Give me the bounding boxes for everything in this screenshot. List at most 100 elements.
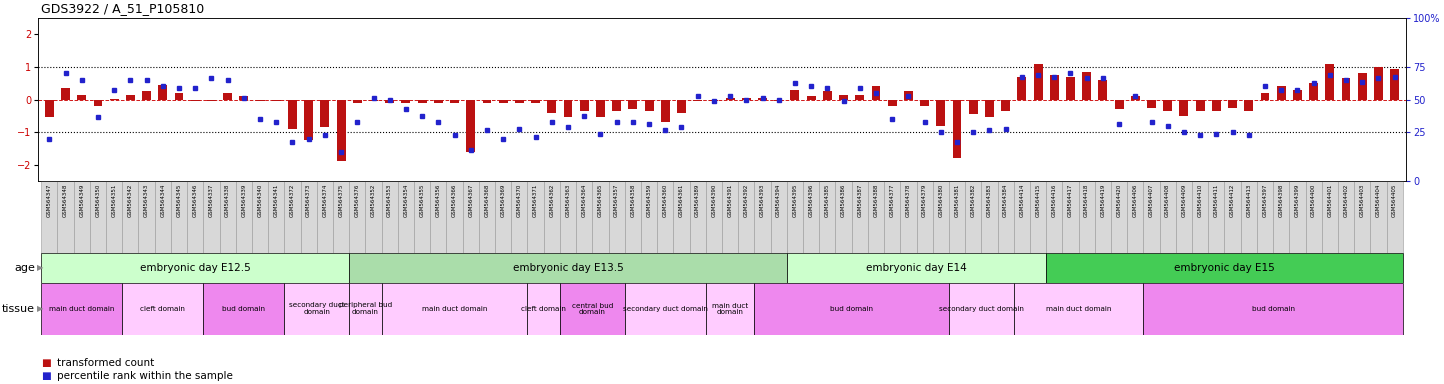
Text: GSM564420: GSM564420	[1116, 184, 1122, 217]
Bar	[170, 181, 188, 253]
Text: main duct domain: main duct domain	[49, 306, 114, 312]
Text: GSM564371: GSM564371	[533, 184, 539, 217]
Bar	[888, 99, 897, 106]
Bar	[381, 181, 399, 253]
Bar	[787, 253, 1045, 283]
Bar	[1131, 96, 1139, 99]
Bar	[219, 181, 235, 253]
Bar	[1164, 99, 1173, 111]
Text: cleft domain: cleft domain	[140, 306, 185, 312]
Bar	[657, 181, 673, 253]
Text: GSM564377: GSM564377	[890, 184, 895, 217]
Bar	[1175, 181, 1193, 253]
Bar	[1110, 181, 1128, 253]
Bar	[123, 181, 139, 253]
Text: GSM564379: GSM564379	[923, 184, 927, 217]
Text: GSM564346: GSM564346	[192, 184, 198, 217]
Text: GSM564406: GSM564406	[1132, 184, 1138, 217]
Text: GSM564392: GSM564392	[744, 184, 749, 217]
Bar	[1014, 283, 1144, 335]
Bar	[45, 99, 53, 118]
Text: GSM564368: GSM564368	[485, 184, 490, 217]
Bar	[284, 283, 349, 335]
Text: GSM564367: GSM564367	[468, 184, 474, 217]
Bar	[706, 283, 754, 335]
Bar	[466, 99, 475, 152]
Bar	[852, 181, 868, 253]
Bar	[709, 99, 718, 101]
Bar	[771, 181, 787, 253]
Text: GSM564352: GSM564352	[371, 184, 375, 217]
Bar	[516, 99, 524, 103]
Bar	[123, 283, 204, 335]
Bar	[1227, 99, 1238, 108]
Text: GSM564372: GSM564372	[290, 184, 295, 217]
Bar	[1339, 181, 1354, 253]
Text: main duct domain: main duct domain	[422, 306, 487, 312]
Text: GSM564402: GSM564402	[1343, 184, 1349, 217]
Text: percentile rank within the sample: percentile rank within the sample	[56, 371, 232, 381]
Text: GSM564387: GSM564387	[858, 184, 862, 217]
Bar	[726, 98, 735, 99]
Bar	[1128, 181, 1144, 253]
Text: GSM564340: GSM564340	[257, 184, 263, 217]
Bar	[430, 181, 446, 253]
Text: GSM564418: GSM564418	[1084, 184, 1089, 217]
Bar	[527, 283, 560, 335]
Bar	[998, 181, 1014, 253]
Text: embryonic day E12.5: embryonic day E12.5	[140, 263, 251, 273]
Bar	[42, 283, 123, 335]
Bar	[527, 181, 544, 253]
Bar	[1225, 181, 1240, 253]
Text: GSM564359: GSM564359	[647, 184, 651, 217]
Bar	[706, 181, 722, 253]
Text: GSM564414: GSM564414	[1019, 184, 1024, 217]
Text: GSM564360: GSM564360	[663, 184, 667, 217]
Text: GSM564395: GSM564395	[793, 184, 797, 217]
Text: ▶: ▶	[36, 305, 43, 313]
Text: GSM564348: GSM564348	[64, 184, 68, 217]
Bar	[531, 99, 540, 103]
Text: GSM564385: GSM564385	[825, 184, 830, 217]
Bar	[204, 181, 219, 253]
Bar	[1276, 86, 1285, 99]
Text: embryonic day E15: embryonic day E15	[1174, 263, 1275, 273]
Bar	[365, 181, 381, 253]
Text: age: age	[14, 263, 35, 273]
Text: GSM564358: GSM564358	[631, 184, 635, 217]
Bar	[722, 181, 738, 253]
Bar	[949, 283, 1014, 335]
Bar	[839, 94, 848, 99]
Bar	[1289, 181, 1305, 253]
Bar	[155, 181, 170, 253]
Text: GSM564383: GSM564383	[986, 184, 992, 217]
Text: GSM564419: GSM564419	[1100, 184, 1106, 217]
Text: GSM564343: GSM564343	[144, 184, 149, 217]
Bar	[563, 99, 572, 118]
Bar	[580, 99, 589, 111]
Text: GSM564364: GSM564364	[582, 184, 586, 217]
Text: GSM564369: GSM564369	[501, 184, 505, 217]
Text: GSM564357: GSM564357	[614, 184, 619, 217]
Bar	[673, 181, 690, 253]
Bar	[300, 181, 316, 253]
Text: GSM564370: GSM564370	[517, 184, 521, 217]
Text: ■: ■	[40, 371, 51, 381]
Bar	[42, 253, 349, 283]
Bar	[1079, 181, 1095, 253]
Bar	[823, 91, 832, 99]
Text: bud domain: bud domain	[222, 306, 266, 312]
Bar	[547, 99, 556, 113]
Bar	[1354, 181, 1370, 253]
Bar	[251, 181, 269, 253]
Bar	[742, 98, 751, 99]
Bar	[803, 181, 819, 253]
Bar	[1375, 67, 1383, 99]
Text: GSM564362: GSM564362	[549, 184, 554, 217]
Bar	[625, 283, 706, 335]
Bar	[904, 91, 913, 99]
Bar	[495, 181, 511, 253]
Text: central bud
domain: central bud domain	[572, 303, 614, 316]
Text: tissue: tissue	[1, 304, 35, 314]
Bar	[204, 283, 284, 335]
